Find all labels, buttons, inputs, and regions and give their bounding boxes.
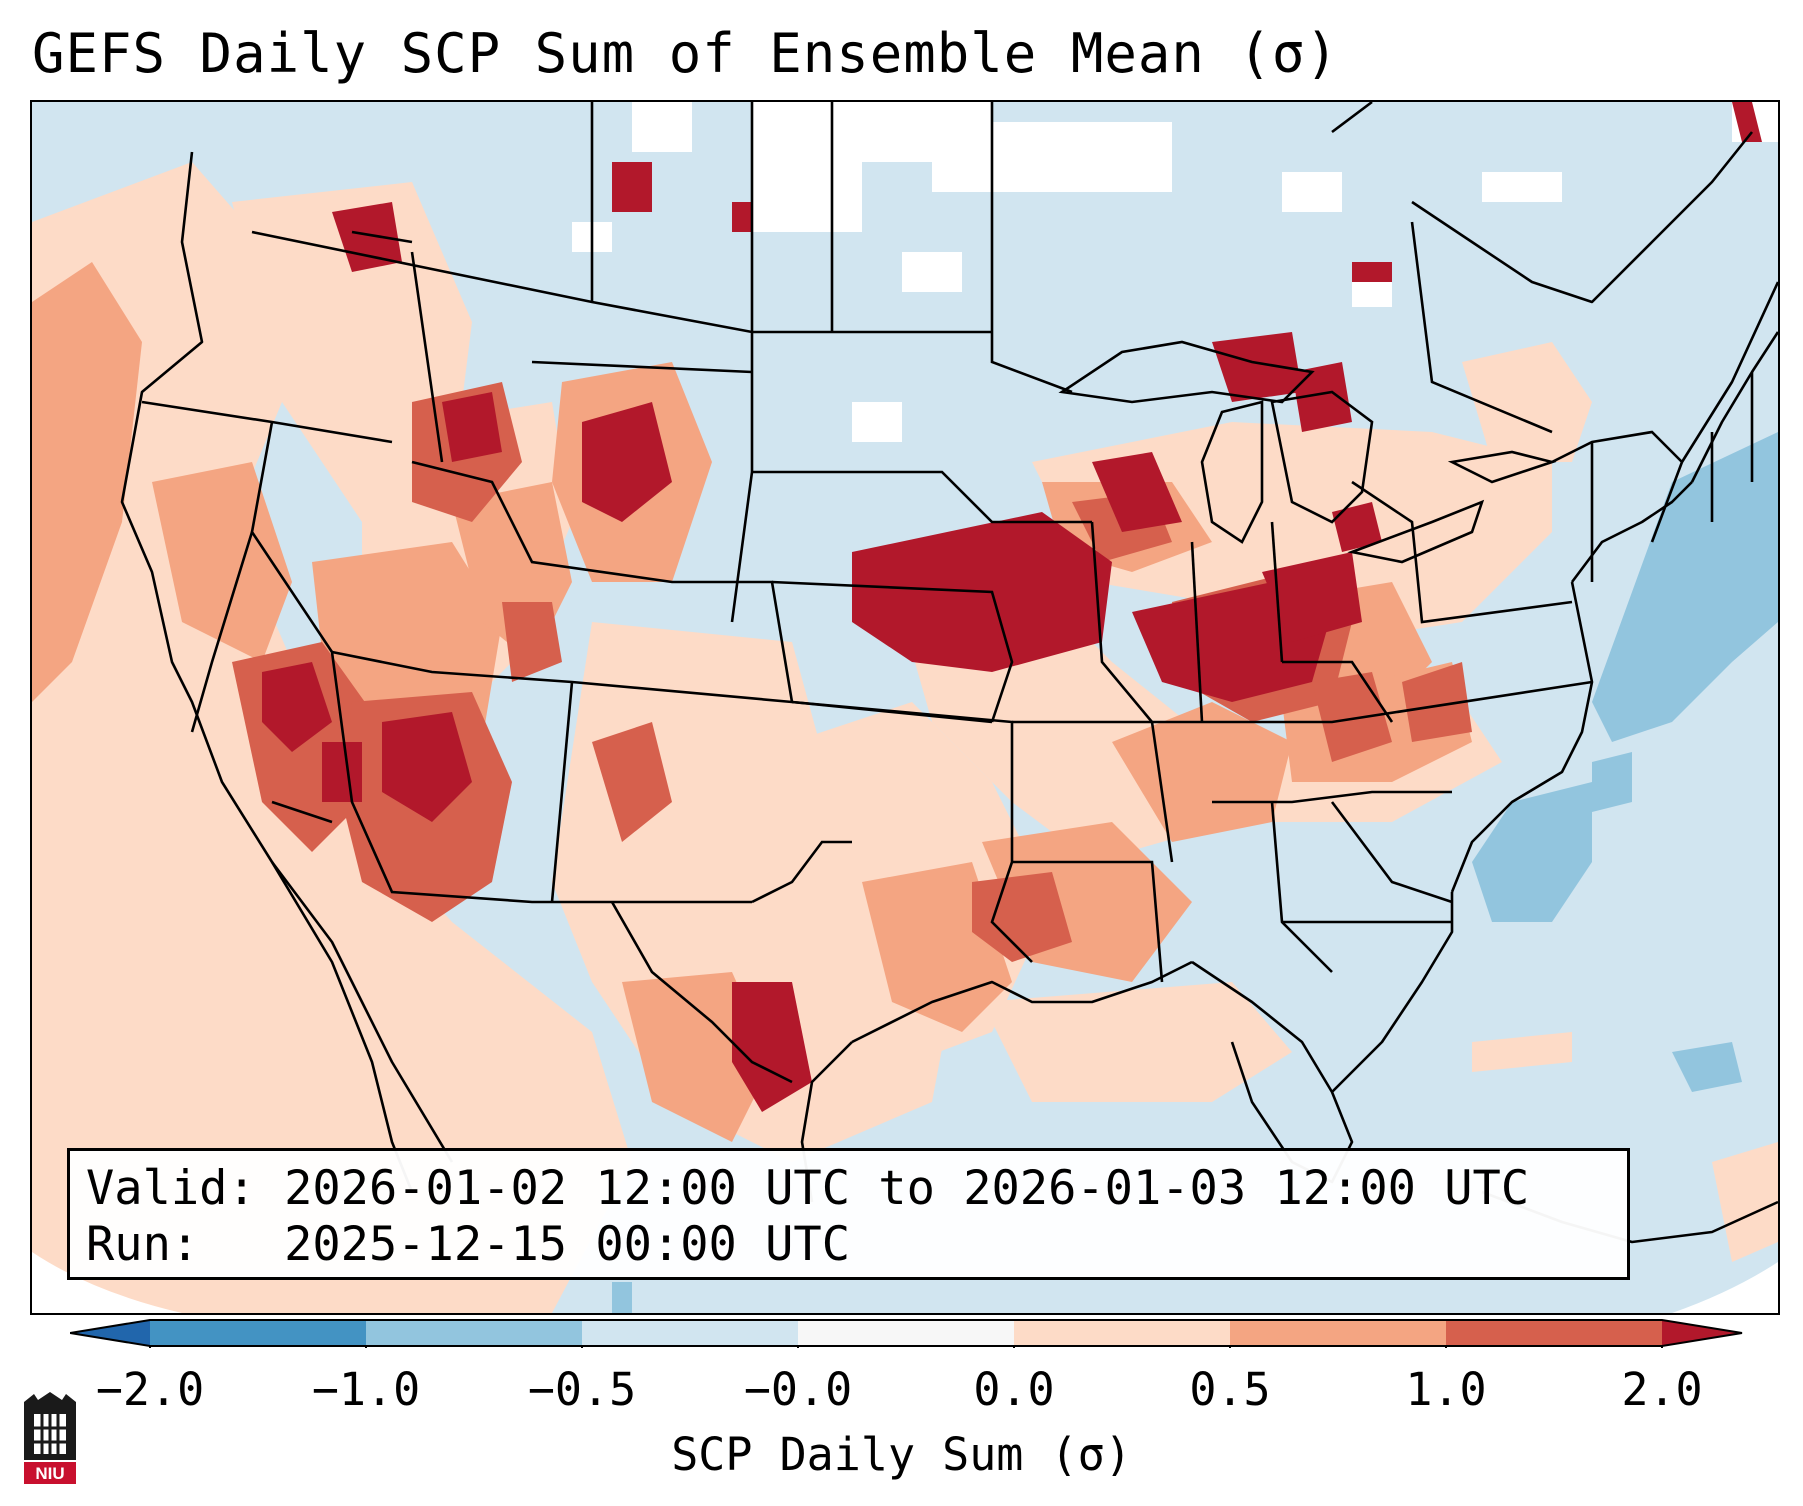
valid-time-box: Valid: 2026-01-02 12:00 UTC to 2026-01-0… xyxy=(67,1148,1630,1280)
niu-logo-icon: NIU xyxy=(24,1392,76,1484)
chart-title: GEFS Daily SCP Sum of Ensemble Mean (σ) xyxy=(32,22,1339,85)
tick-label: 0.5 xyxy=(1189,1363,1271,1416)
colorbar-bin-7 xyxy=(1446,1320,1662,1346)
tick-label: 1.0 xyxy=(1405,1363,1487,1416)
colorbar-bin-4 xyxy=(798,1320,1014,1346)
colorbar-bin-1 xyxy=(150,1320,366,1346)
tick-label: 2.0 xyxy=(1621,1363,1703,1416)
tick-label: 0.0 xyxy=(973,1363,1055,1416)
colorbar-ticks xyxy=(149,1346,1663,1348)
tick-label: −0.5 xyxy=(527,1363,637,1416)
negative-field xyxy=(612,432,1778,1313)
domain-edge-left xyxy=(32,1252,182,1313)
mexico-borders xyxy=(271,800,793,1084)
map-svg xyxy=(32,102,1778,1313)
run-line: Run: 2025-12-15 00:00 UTC xyxy=(86,1217,851,1272)
colorbar-under-triangle xyxy=(70,1320,150,1346)
colorbar-bin-2 xyxy=(366,1320,582,1346)
valid-line: Valid: 2026-01-02 12:00 UTC to 2026-01-0… xyxy=(86,1161,1530,1216)
colorbar-bin-6 xyxy=(1230,1320,1446,1346)
state-borders xyxy=(141,102,1754,983)
colorbar xyxy=(70,1319,1743,1348)
colorbar-title: SCP Daily Sum (σ) xyxy=(671,1428,1132,1481)
colorbar-bin-5 xyxy=(1014,1320,1230,1346)
logo-text: NIU xyxy=(35,1464,64,1483)
map-panel xyxy=(30,100,1780,1315)
domain-edge-right xyxy=(1672,1262,1778,1313)
tick-label: −0.0 xyxy=(743,1363,853,1416)
tick-label: −2.0 xyxy=(95,1363,205,1416)
tick-label: −1.0 xyxy=(311,1363,421,1416)
extreme-positive-field xyxy=(262,102,1762,1112)
colorbar-bin-3 xyxy=(582,1320,798,1346)
colorbar-over-triangle xyxy=(1662,1320,1742,1346)
great-lakes xyxy=(1058,340,1557,564)
